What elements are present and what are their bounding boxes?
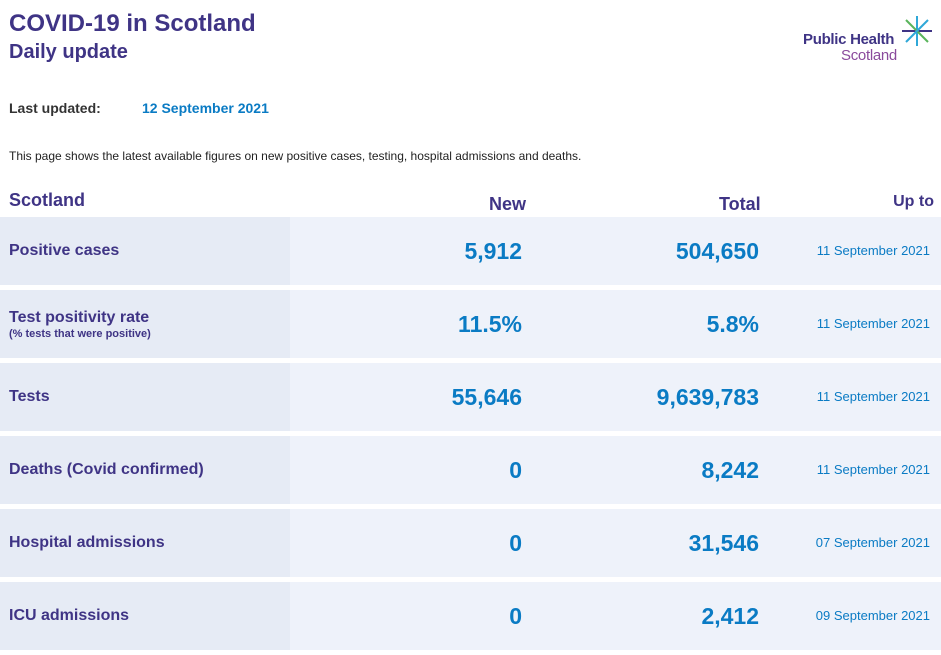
new-value: 11.5% (458, 311, 522, 337)
stats-row-deaths: Deaths (Covid confirmed) 0 8,242 11 Sept… (0, 436, 941, 504)
column-header-total: Total (719, 194, 761, 214)
total-value: 8,242 (701, 457, 759, 483)
row-label-cell (0, 436, 290, 504)
column-header-new: New (489, 194, 527, 214)
row-data-cell (290, 217, 941, 285)
last-updated-label: Last updated: (9, 100, 101, 116)
row-label: ICU admissions (9, 582, 129, 650)
stats-row-positive-cases: Positive cases 5,912 504,650 11 Septembe… (0, 217, 941, 285)
column-header-region: Scotland (9, 190, 86, 210)
new-value: 55,646 (451, 384, 522, 410)
row-label-text: Hospital admissions (9, 534, 165, 551)
row-label: Deaths (Covid confirmed) (9, 436, 204, 504)
total-value: 9,639,783 (656, 384, 759, 410)
public-health-scotland-logo: Public Health Scotland (800, 14, 940, 66)
new-value: 0 (509, 530, 522, 556)
new-value: 0 (509, 457, 522, 483)
row-sublabel: (% tests that were positive) (9, 327, 151, 340)
new-value: 5,912 (464, 238, 522, 264)
row-data-cell (290, 363, 941, 431)
row-label-text: Tests (9, 388, 50, 405)
up-to-date: 07 September 2021 (815, 535, 930, 550)
up-to-date: 11 September 2021 (816, 389, 930, 404)
row-label-text: Positive cases (9, 242, 120, 259)
column-header-up-to: Up to (893, 193, 934, 210)
total-value: 5.8% (706, 311, 759, 337)
row-data-cell (290, 436, 941, 504)
row-label-cell (0, 290, 290, 358)
up-to-date: 09 September 2021 (815, 608, 930, 623)
stats-row-test-positivity-rate: Test positivity rate (% tests that were … (0, 290, 941, 358)
logo-text-line2: Scotland (841, 47, 897, 64)
new-value: 0 (509, 603, 522, 629)
row-data-cell (290, 582, 941, 650)
total-value: 31,546 (688, 530, 759, 556)
row-label-cell (0, 582, 290, 650)
logo-text-line1: Public Health (803, 31, 895, 48)
row-label-cell (0, 509, 290, 577)
up-to-date: 11 September 2021 (816, 316, 930, 331)
row-label: Test positivity rate (% tests that were … (9, 290, 151, 358)
total-value: 2,412 (701, 603, 759, 629)
intro-text: This page shows the latest available fig… (9, 149, 582, 163)
thistle-star-icon (902, 16, 932, 46)
last-updated-date: 12 September 2021 (142, 100, 269, 116)
up-to-date: 11 September 2021 (816, 243, 930, 258)
row-label: Positive cases (9, 217, 119, 285)
stats-row-tests: Tests 55,646 9,639,783 11 September 2021 (0, 363, 941, 431)
page-title: COVID-19 in Scotland (9, 10, 256, 37)
row-data-cell (290, 509, 941, 577)
stats-row-hospital-admissions: Hospital admissions 0 31,546 07 Septembe… (0, 509, 941, 577)
stats-row-icu-admissions: ICU admissions 0 2,412 09 September 2021 (0, 582, 941, 650)
row-label-cell (0, 363, 290, 431)
total-value: 504,650 (675, 238, 759, 264)
row-label-cell (0, 217, 290, 285)
row-label: Tests (9, 363, 50, 431)
row-data-cell (290, 290, 941, 358)
row-label-text: ICU admissions (9, 607, 130, 624)
row-label-text: Deaths (Covid confirmed) (9, 461, 204, 478)
page-subtitle: Daily update (9, 41, 128, 63)
up-to-date: 11 September 2021 (816, 462, 930, 477)
row-label: Hospital admissions (9, 509, 165, 577)
row-label-text: Test positivity rate (9, 308, 150, 326)
